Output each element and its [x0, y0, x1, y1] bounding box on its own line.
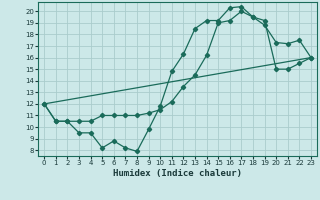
X-axis label: Humidex (Indice chaleur): Humidex (Indice chaleur) — [113, 169, 242, 178]
